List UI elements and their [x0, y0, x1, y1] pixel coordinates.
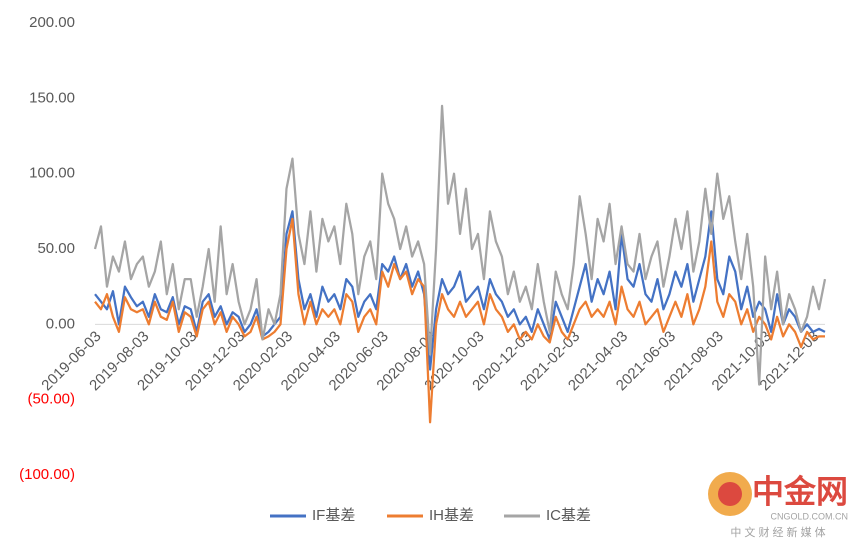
- series-line: [94, 217, 825, 424]
- y-tick-label: 150.00: [29, 89, 75, 106]
- watermark-logo-icon: [718, 482, 742, 506]
- y-tick-label: 0.00: [46, 315, 75, 332]
- watermark-logo: 中金网: [752, 473, 848, 509]
- legend-label: IH基差: [429, 507, 474, 524]
- legend-label: IC基差: [546, 507, 591, 524]
- y-tick-label: 200.00: [29, 14, 75, 31]
- legend-label: IF基差: [312, 507, 355, 524]
- watermark-tagline: 中 文 财 经 新 媒 体: [730, 525, 825, 539]
- watermark-url: CNGOLD.COM.CN: [770, 511, 848, 521]
- y-tick-label: 50.00: [37, 240, 75, 257]
- series-line: [94, 210, 826, 371]
- watermark: 中金网 CNGOLD.COM.CN 中 文 财 经 新 媒 体: [708, 472, 848, 539]
- y-tick-label: (50.00): [27, 391, 75, 408]
- y-tick-label: 100.00: [29, 165, 75, 182]
- series-line: [93, 104, 827, 386]
- y-tick-label: (100.00): [19, 466, 75, 483]
